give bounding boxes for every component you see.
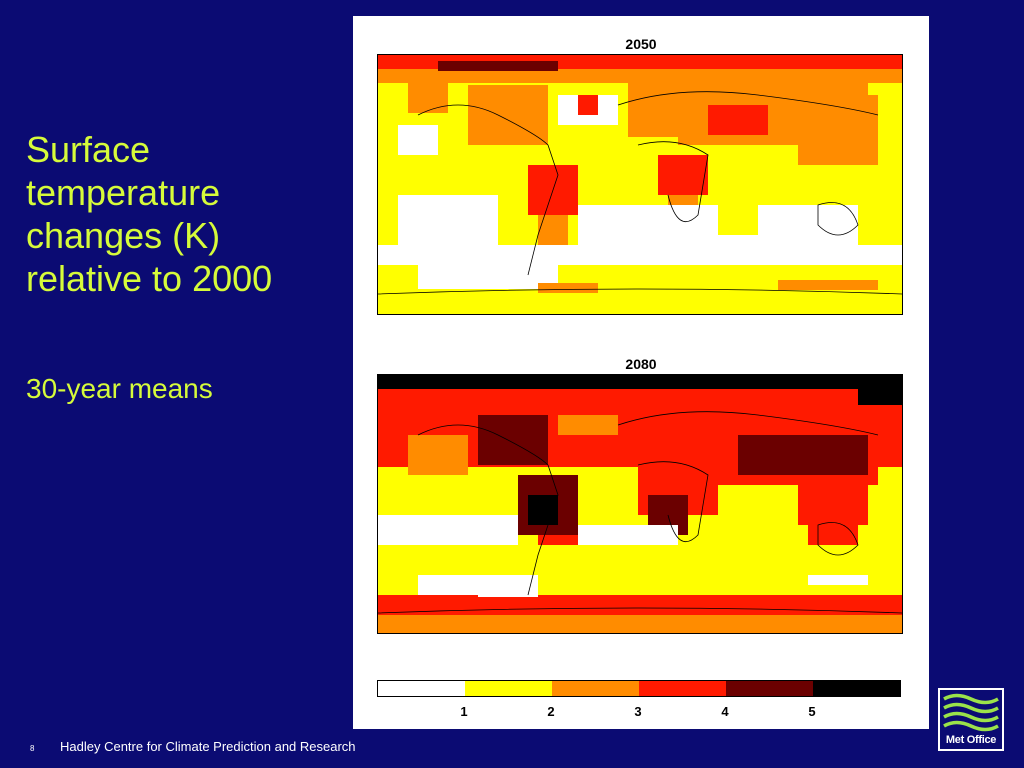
- met-office-logo: Met Office: [938, 688, 1004, 751]
- map-cell-region: [408, 435, 468, 475]
- colorbar-swatch: [465, 681, 552, 696]
- map-cell-region: [778, 280, 878, 290]
- map-cell-region: [378, 375, 902, 389]
- colorbar-tick: 4: [721, 704, 729, 719]
- map-cell-region: [538, 283, 598, 293]
- colorbar-tick: 3: [634, 704, 642, 719]
- met-office-waves-icon: [943, 693, 999, 732]
- colorbar-swatch: [726, 681, 813, 696]
- colorbar-tick: 2: [547, 704, 555, 719]
- map-cell-region: [378, 595, 902, 615]
- map-cell-region: [398, 125, 438, 155]
- map-cell-region: [578, 95, 598, 115]
- slide-title: Surface temperature changes (K) relative…: [26, 129, 273, 299]
- map-cell-region: [528, 495, 558, 525]
- slide-subtitle: 30-year means: [26, 373, 213, 404]
- map-cell-region: [798, 475, 868, 525]
- map-2080-canvas: [378, 375, 902, 633]
- page-number: 8: [30, 744, 35, 753]
- map-cell-region: [378, 289, 902, 314]
- map-2080: [377, 374, 903, 634]
- map-cell-region: [378, 615, 902, 633]
- map-cell-region: [858, 375, 902, 405]
- map-cell-region: [678, 235, 778, 260]
- map-cell-region: [378, 515, 518, 545]
- map-cell-region: [478, 583, 538, 597]
- colorbar-tick: 5: [808, 704, 816, 719]
- map-2050-canvas: [378, 55, 902, 314]
- map-cell-region: [408, 83, 448, 113]
- map-cell-region: [738, 435, 868, 475]
- colorbar-tick: 1: [460, 704, 468, 719]
- map-cell-region: [558, 415, 618, 435]
- colorbar-swatch: [552, 681, 639, 696]
- footer-organization: Hadley Centre for Climate Prediction and…: [60, 739, 356, 754]
- map-cell-region: [378, 389, 902, 407]
- colorbar-swatch: [378, 681, 465, 696]
- figure-panel: 2050 2080 1 2 3 4 5: [353, 16, 929, 729]
- colorbar-swatch: [639, 681, 726, 696]
- map-title-2080: 2080: [625, 356, 657, 372]
- map-title-2050: 2050: [625, 36, 657, 52]
- map-cell-region: [418, 265, 558, 290]
- map-cell-region: [378, 475, 498, 515]
- map-cell-region: [398, 195, 498, 245]
- logo-text: Met Office: [945, 734, 997, 746]
- map-cell-region: [658, 155, 708, 195]
- map-cell-region: [638, 565, 738, 590]
- map-cell-region: [478, 415, 548, 465]
- colorbar-swatch: [813, 681, 900, 696]
- coastline-outline: [378, 411, 902, 614]
- map-cell-region: [378, 245, 902, 265]
- coastline-outline: [378, 91, 902, 295]
- map-cell-region: [798, 125, 878, 165]
- map-2050: [377, 54, 903, 315]
- map-cell-region: [438, 61, 558, 71]
- colorbar: [377, 680, 901, 697]
- map-cell-region: [708, 105, 768, 135]
